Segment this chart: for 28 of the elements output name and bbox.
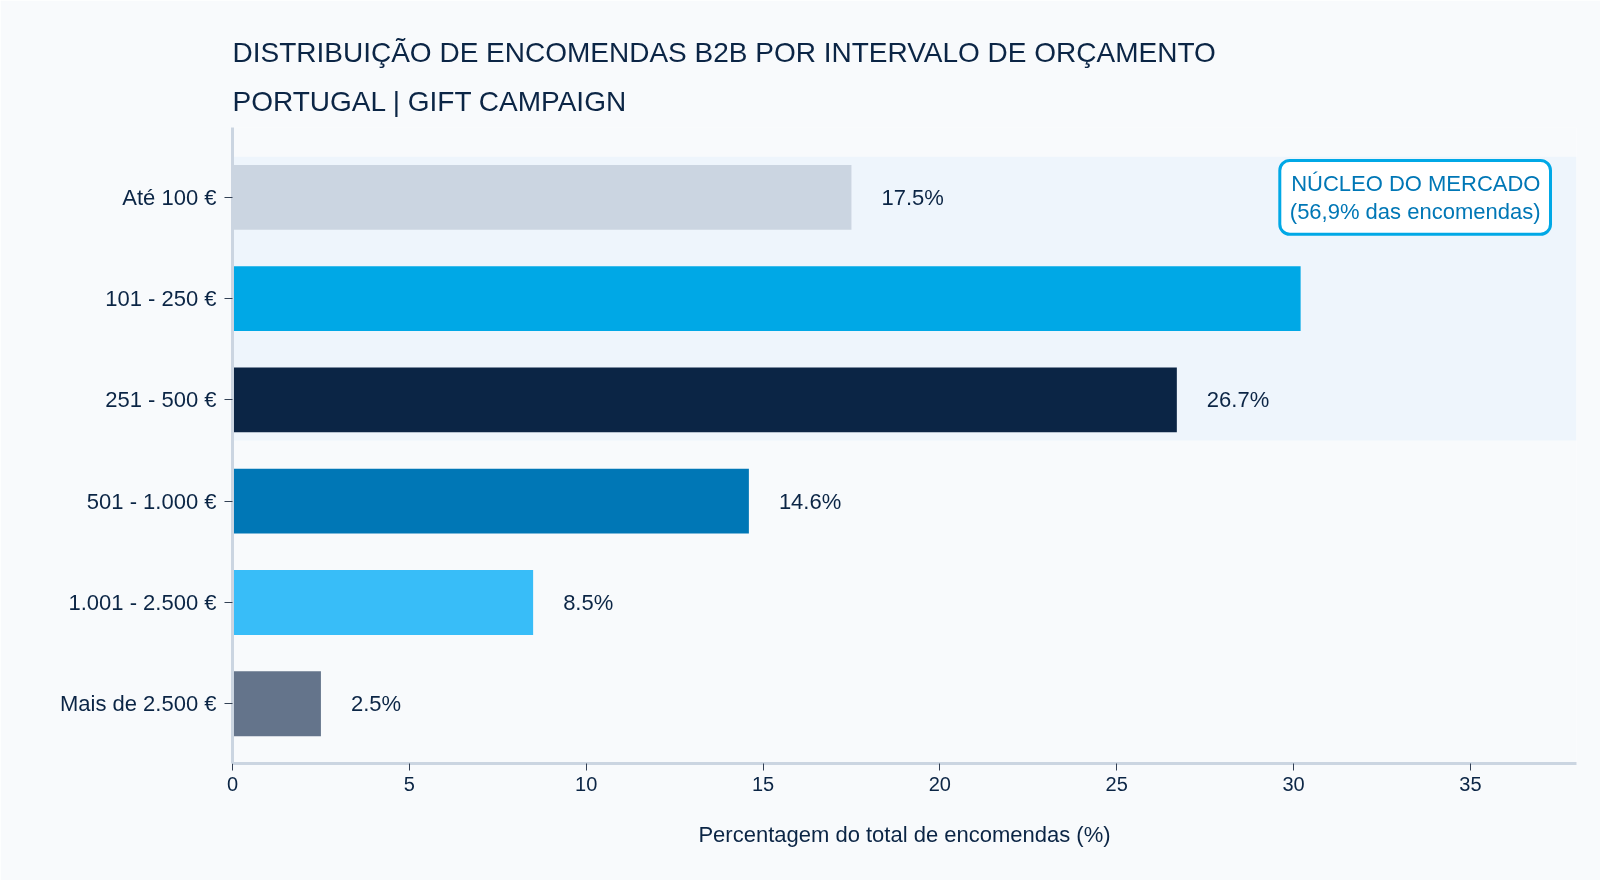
- bar: [232, 671, 321, 737]
- y-tick-label: 1.001 - 2.500 €: [68, 589, 217, 615]
- x-tick-label: 5: [403, 772, 415, 795]
- x-tick-label: 20: [928, 772, 951, 795]
- y-tick-label: Mais de 2.500 €: [59, 691, 217, 717]
- y-tick-label: 501 - 1.000 €: [86, 488, 217, 514]
- data-label: 26.7%: [1206, 387, 1270, 413]
- bar: [232, 570, 534, 635]
- x-tick-label: 10: [575, 772, 598, 795]
- chart-subtitle: PORTUGAL | GIFT CAMPAIGN: [232, 85, 627, 117]
- data-label: 2.5%: [350, 691, 402, 717]
- band-label: NÚCLEO DO MERCADO (56,9% das encomendas): [1289, 170, 1541, 225]
- x-axis-title: Percentagem do total de encomendas (%): [698, 821, 1111, 847]
- data-label: 17.5%: [881, 184, 944, 210]
- bar: [232, 266, 1301, 332]
- x-tick-label: 25: [1105, 772, 1128, 795]
- data-label: 8.5%: [563, 589, 614, 615]
- x-tick-label: 30: [1282, 772, 1305, 795]
- y-tick-label: Até 100 €: [122, 184, 217, 210]
- x-tick-label: 0: [226, 772, 239, 795]
- y-tick-label: 251 - 500 €: [105, 387, 217, 413]
- x-tick-label: 35: [1459, 772, 1482, 795]
- data-label: 14.6%: [778, 488, 842, 514]
- bar: [232, 367, 1177, 433]
- bar: [232, 468, 749, 534]
- chart-title: DISTRIBUIÇÃO DE ENCOMENDAS B2B POR INTERVALO DE ORÇAMENTO: [232, 36, 1216, 68]
- x-tick-label: 15: [751, 772, 775, 795]
- y-tick-label: 101 - 250 €: [105, 286, 217, 312]
